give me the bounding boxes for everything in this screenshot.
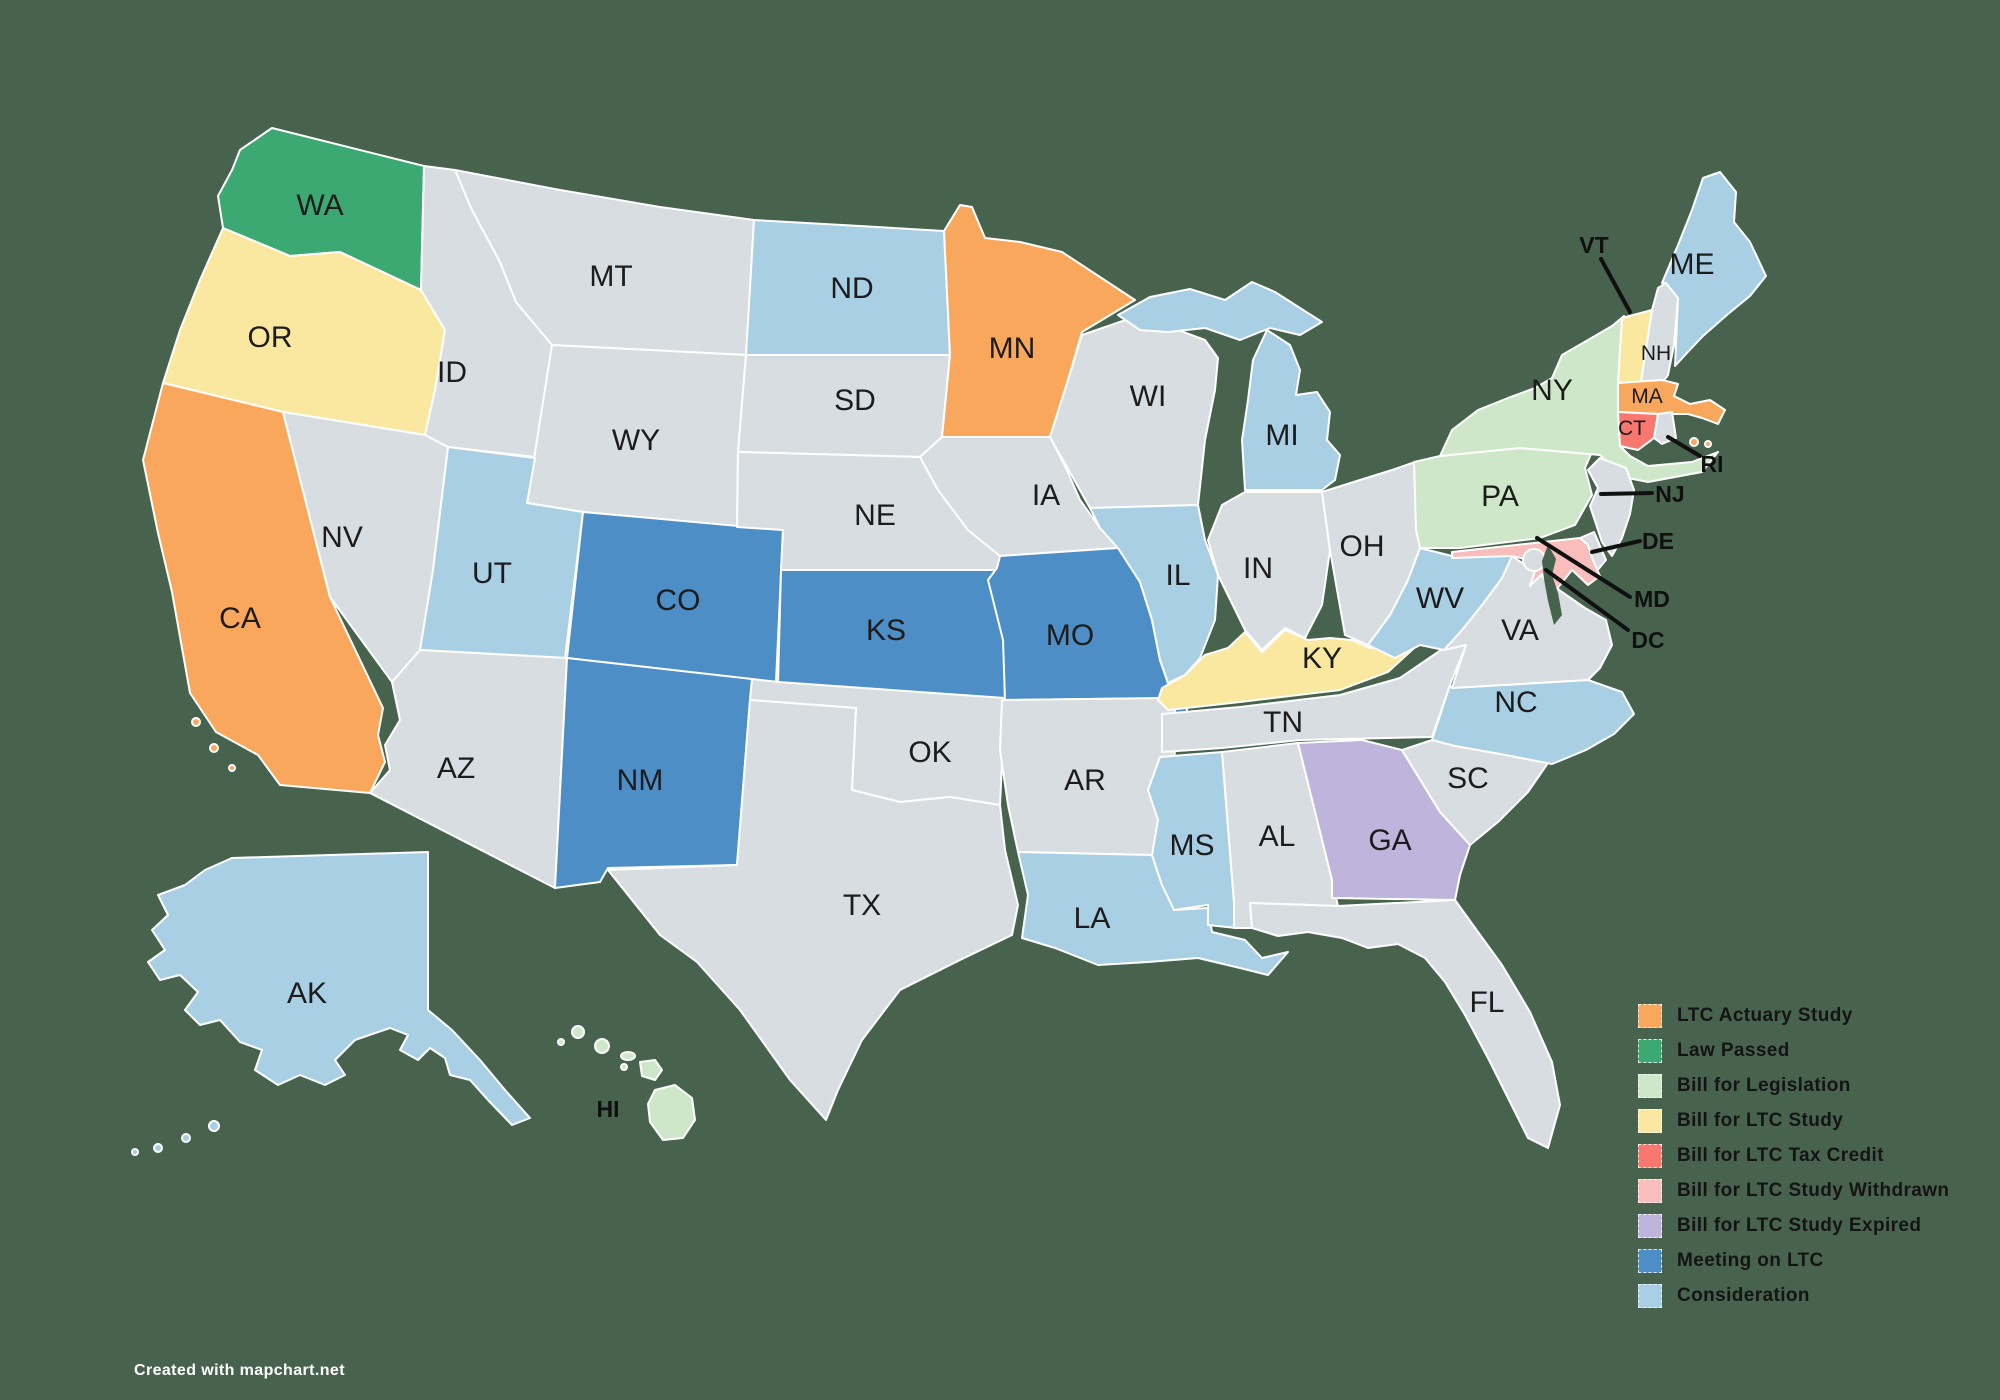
attribution: Created with mapchart.net: [134, 1362, 345, 1379]
state-ak-island[interactable]: [131, 1148, 139, 1156]
state-ak-island[interactable]: [153, 1143, 163, 1153]
legend-label: Bill for LTC Tax Credit: [1677, 1145, 1884, 1166]
legend-label: Bill for Legislation: [1677, 1075, 1851, 1096]
state-mi-upper-peninsula[interactable]: [1117, 281, 1323, 341]
state-ct[interactable]: [1617, 411, 1659, 451]
state-dc[interactable]: [1522, 548, 1546, 572]
state-hi-molokai[interactable]: [620, 1051, 636, 1061]
state-wy[interactable]: [526, 344, 747, 528]
state-in[interactable]: [1207, 491, 1331, 651]
state-nm[interactable]: [554, 657, 753, 889]
state-sd[interactable]: [737, 354, 951, 458]
callout-label-md: MD: [1634, 586, 1670, 612]
state-ks[interactable]: [777, 569, 1006, 701]
legend-row: Bill for LTC Study: [1638, 1109, 1949, 1133]
callout-label-nj: NJ: [1655, 481, 1684, 507]
state-ga[interactable]: [1297, 739, 1471, 901]
callout-label-hi: HI: [597, 1096, 620, 1122]
legend-label: Meeting on LTC: [1677, 1250, 1824, 1271]
state-hi-maui[interactable]: [639, 1059, 663, 1081]
state-ak-island[interactable]: [208, 1120, 220, 1132]
callout-line-de: [1590, 539, 1642, 554]
state-me[interactable]: [1661, 171, 1767, 367]
state-ak-island[interactable]: [181, 1133, 191, 1143]
callout-label-ri: RI: [1701, 451, 1724, 477]
chesapeake-bay: [1542, 545, 1562, 625]
state-tn[interactable]: [1161, 644, 1467, 753]
legend-label: Consideration: [1677, 1285, 1810, 1306]
state-ca-island[interactable]: [228, 764, 236, 772]
legend-label: Bill for LTC Study Withdrawn: [1677, 1180, 1950, 1201]
legend-swatch: [1638, 1039, 1662, 1063]
legend-swatch: [1638, 1214, 1662, 1238]
state-mi[interactable]: [1241, 329, 1341, 491]
callout-label-de: DE: [1642, 528, 1674, 554]
state-ri[interactable]: [1653, 411, 1677, 445]
legend-swatch: [1638, 1109, 1662, 1133]
state-hi-lanai[interactable]: [620, 1063, 628, 1071]
states-layer: [131, 127, 1767, 1156]
legend-row: Bill for LTC Study Withdrawn: [1638, 1179, 1949, 1203]
state-ca-island[interactable]: [191, 717, 201, 727]
legend-row: Law Passed: [1638, 1039, 1949, 1063]
legend-label: LTC Actuary Study: [1677, 1005, 1853, 1026]
legend-row: LTC Actuary Study: [1638, 1004, 1949, 1028]
legend-swatch: [1638, 1144, 1662, 1168]
state-ma-island[interactable]: [1704, 440, 1712, 448]
state-nd[interactable]: [745, 219, 951, 356]
state-tx[interactable]: [607, 699, 1019, 1121]
state-ar[interactable]: [999, 697, 1179, 856]
callout-label-vt: VT: [1579, 232, 1608, 258]
legend-swatch: [1638, 1179, 1662, 1203]
legend-row: Meeting on LTC: [1638, 1249, 1949, 1273]
legend: LTC Actuary Study Law Passed Bill for Le…: [1638, 1004, 1949, 1308]
legend-label: Bill for LTC Study: [1677, 1110, 1844, 1131]
legend-row: Bill for LTC Tax Credit: [1638, 1144, 1949, 1168]
legend-label: Bill for LTC Study Expired: [1677, 1215, 1922, 1236]
legend-label: Law Passed: [1677, 1040, 1790, 1061]
state-ma-island[interactable]: [1689, 437, 1699, 447]
state-ky[interactable]: [1157, 629, 1426, 711]
callout-line-vt: [1599, 257, 1632, 314]
legend-row: Consideration: [1638, 1284, 1949, 1308]
state-ca-island[interactable]: [209, 743, 219, 753]
state-ca[interactable]: [142, 382, 386, 794]
state-hi-oahu[interactable]: [594, 1038, 610, 1054]
state-ak[interactable]: [147, 851, 531, 1126]
legend-swatch: [1638, 1249, 1662, 1273]
state-co[interactable]: [566, 511, 784, 683]
state-sc[interactable]: [1401, 739, 1551, 846]
callout-line-nj: [1599, 491, 1654, 496]
callout-line-dc: [1544, 568, 1630, 632]
legend-row: Bill for LTC Study Expired: [1638, 1214, 1949, 1238]
legend-swatch: [1638, 1284, 1662, 1308]
callout-label-dc: DC: [1631, 627, 1664, 653]
state-hi-niihau[interactable]: [557, 1038, 565, 1046]
legend-swatch: [1638, 1074, 1662, 1098]
state-fl[interactable]: [1249, 899, 1561, 1149]
legend-swatch: [1638, 1004, 1662, 1028]
state-hi-kauai[interactable]: [571, 1025, 585, 1039]
state-md[interactable]: [1451, 537, 1601, 591]
state-nc[interactable]: [1431, 679, 1635, 765]
legend-row: Bill for Legislation: [1638, 1074, 1949, 1098]
callout-line-ri: [1666, 435, 1702, 458]
callout-line-md: [1535, 536, 1632, 599]
callouts-layer: VT RI NJ DE MD DC HI: [597, 232, 1724, 1122]
state-hi-big-island[interactable]: [647, 1084, 696, 1141]
